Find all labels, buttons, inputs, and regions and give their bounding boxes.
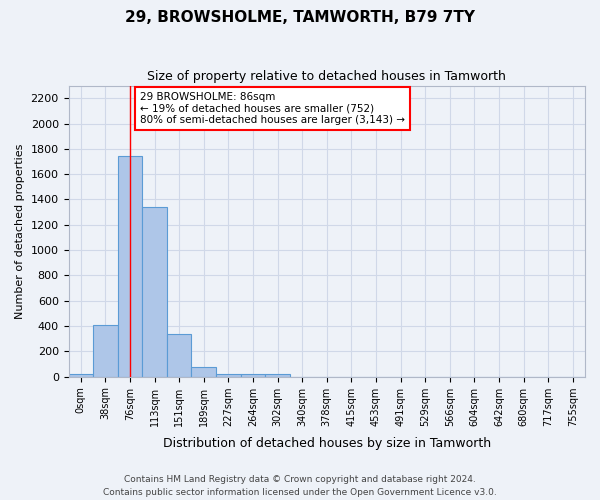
Text: Contains HM Land Registry data © Crown copyright and database right 2024.
Contai: Contains HM Land Registry data © Crown c… [103, 476, 497, 497]
Bar [191, 366, 216, 376]
Bar [216, 374, 241, 376]
Y-axis label: Number of detached properties: Number of detached properties [15, 144, 25, 319]
Text: 29, BROWSHOLME, TAMWORTH, B79 7TY: 29, BROWSHOLME, TAMWORTH, B79 7TY [125, 10, 475, 25]
Bar [93, 325, 118, 376]
Bar [118, 156, 142, 376]
Bar [68, 374, 93, 376]
Bar [265, 374, 290, 376]
Bar [241, 374, 265, 376]
Text: 29 BROWSHOLME: 86sqm
← 19% of detached houses are smaller (752)
80% of semi-deta: 29 BROWSHOLME: 86sqm ← 19% of detached h… [140, 92, 405, 125]
X-axis label: Distribution of detached houses by size in Tamworth: Distribution of detached houses by size … [163, 437, 491, 450]
Bar [142, 207, 167, 376]
Bar [167, 334, 191, 376]
Title: Size of property relative to detached houses in Tamworth: Size of property relative to detached ho… [148, 70, 506, 83]
